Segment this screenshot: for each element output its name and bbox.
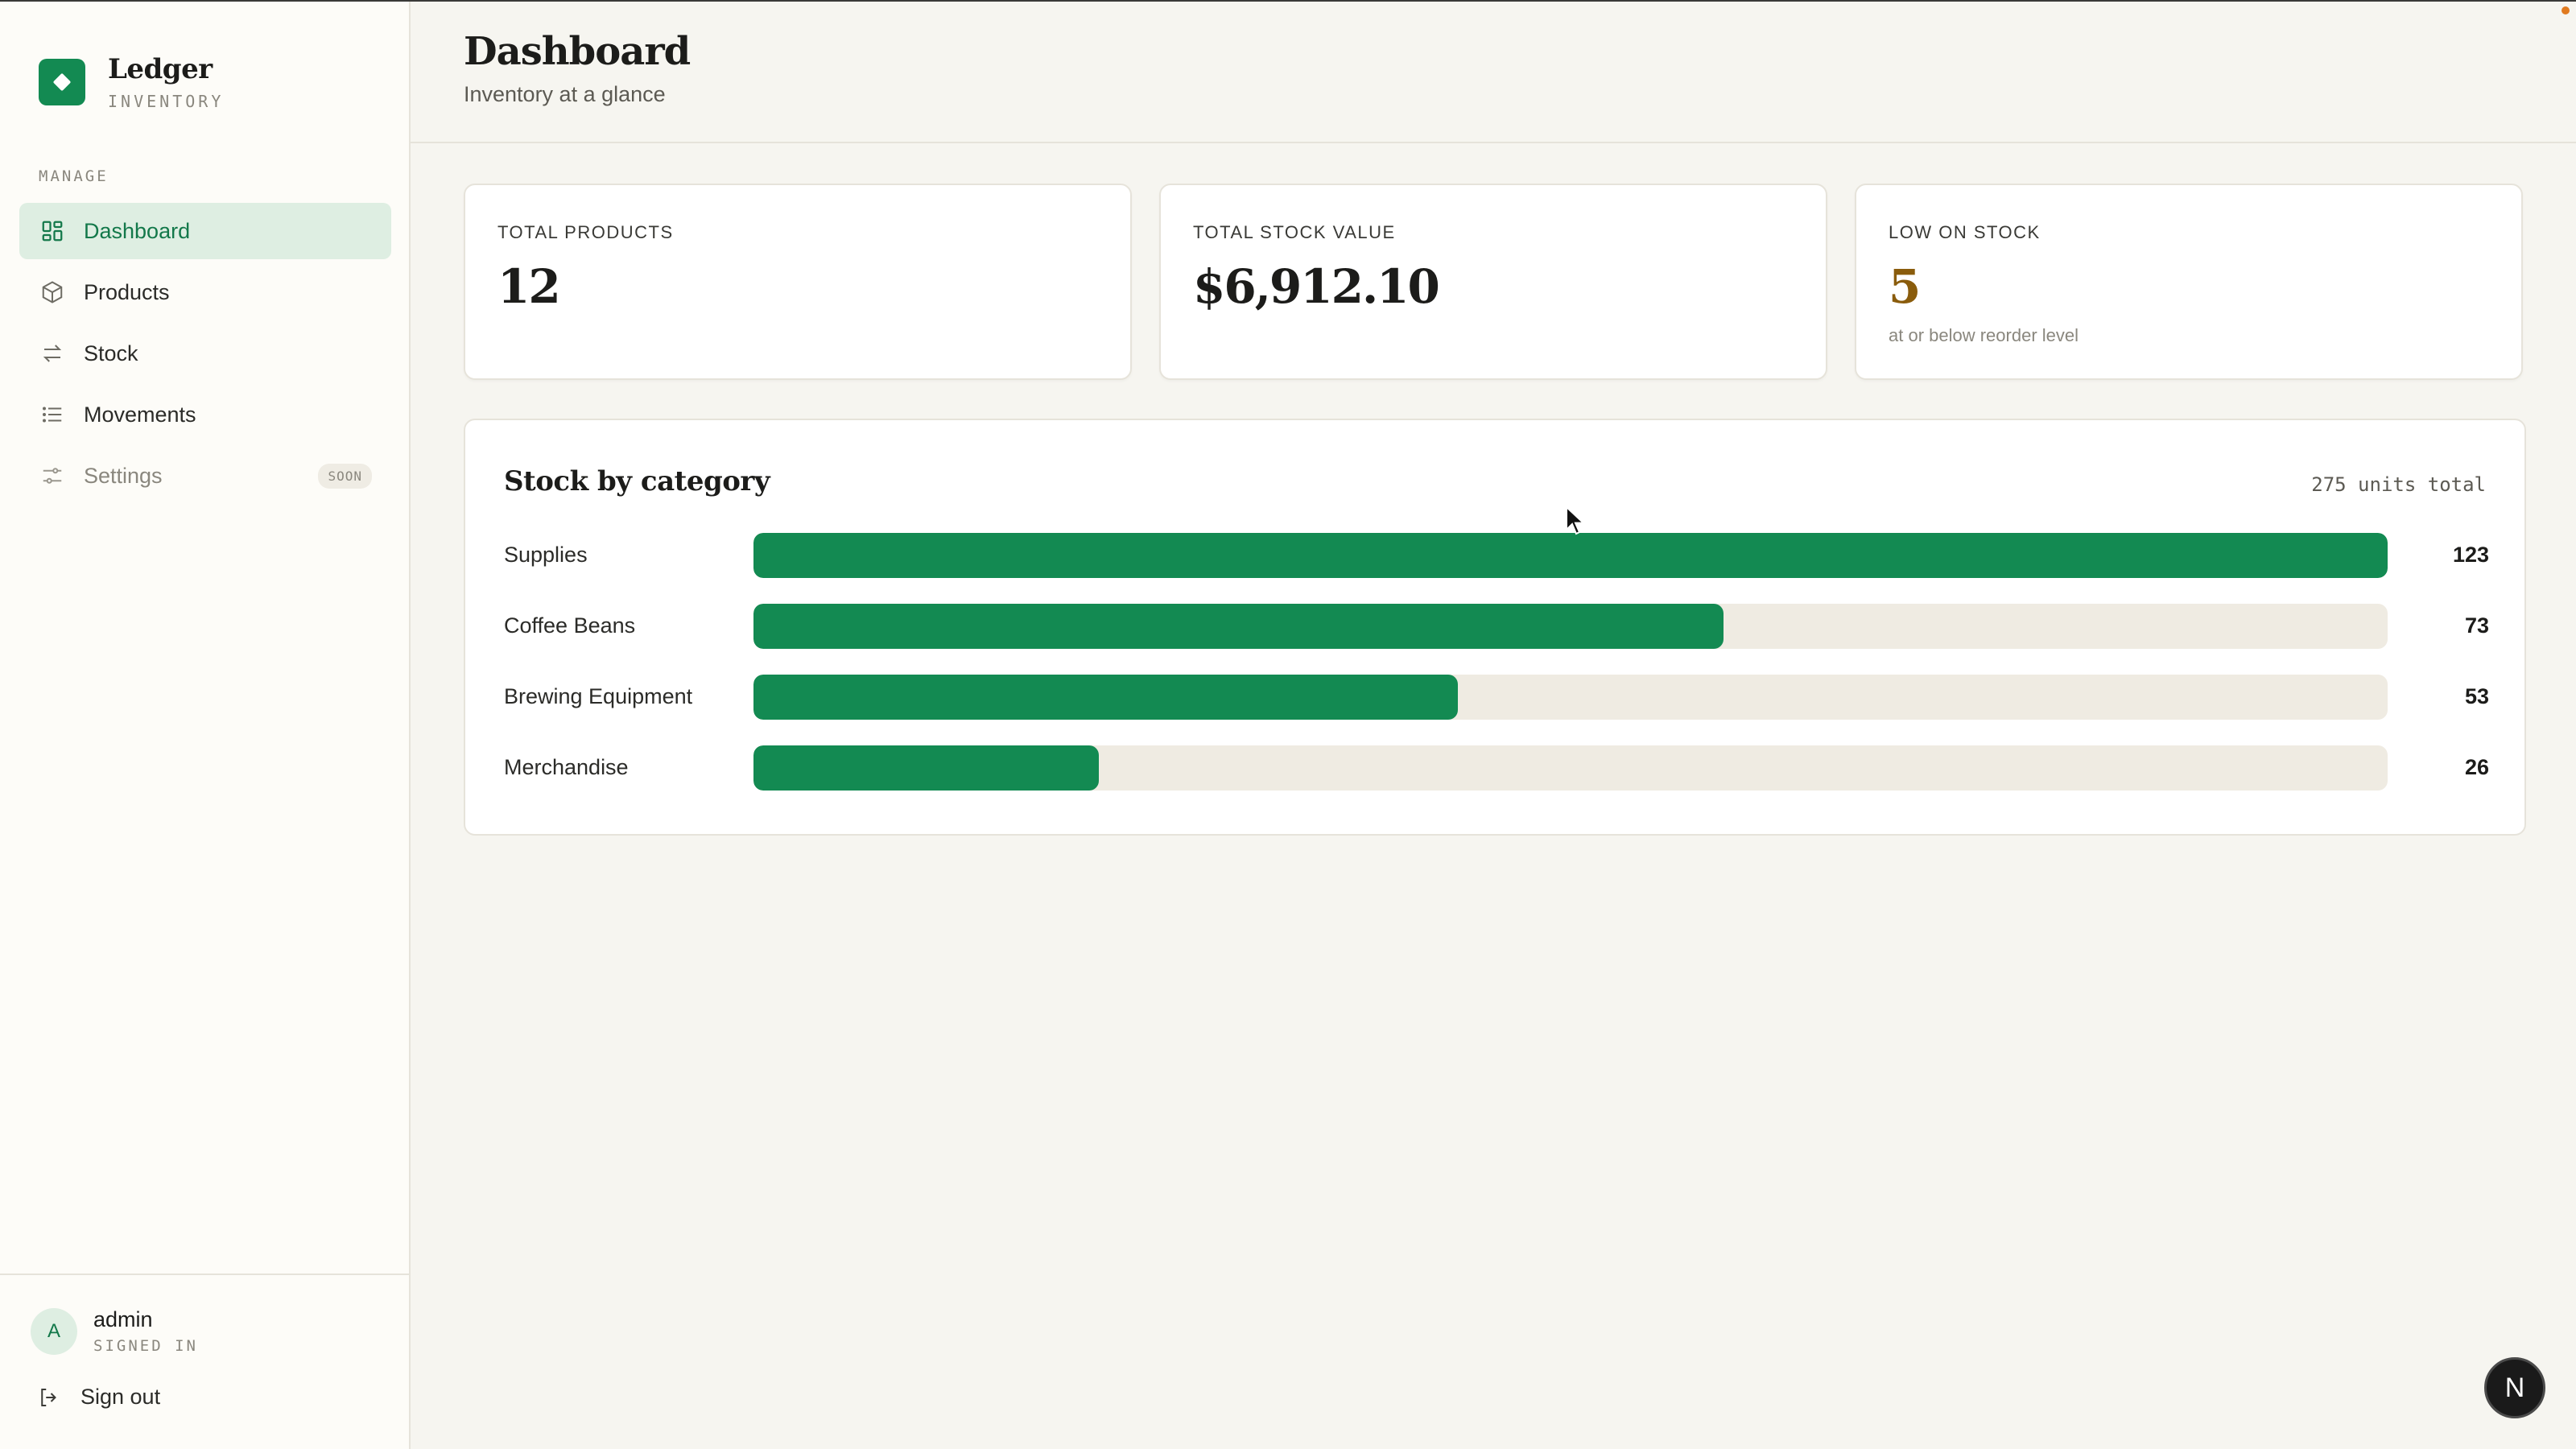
sliders-icon <box>40 464 64 488</box>
category-row: Merchandise 26 <box>504 745 2489 791</box>
card-note: at or below reorder level <box>1889 325 2079 345</box>
bar-fill <box>753 533 2388 578</box>
user-info: A admin SIGNED IN <box>31 1307 198 1355</box>
mouse-cursor-icon <box>1566 506 1586 535</box>
arrows-swap-icon <box>40 341 64 365</box>
category-label: Coffee Beans <box>504 613 636 638</box>
sidebar-item-movements[interactable]: Movements <box>19 386 391 443</box>
category-row: Supplies 123 <box>504 533 2489 578</box>
avatar: A <box>31 1307 77 1355</box>
category-value: 123 <box>2452 543 2489 567</box>
sidebar-item-label: Stock <box>84 341 138 365</box>
sidebar-item-stock[interactable]: Stock <box>19 325 391 382</box>
sidebar-footer: A admin SIGNED IN Sign out <box>0 1274 409 1409</box>
main-content: Dashboard Inventory at a glance TOTAL PR… <box>411 2 2576 1449</box>
sidebar-item-label: Settings <box>84 463 163 488</box>
bar-track <box>753 675 2388 720</box>
card-value: $6,912.10 <box>1193 259 1440 314</box>
brand-name: Ledger <box>108 53 213 85</box>
sidebar: Ledger INVENTORY MANAGE Dashboard Produc… <box>0 2 411 1449</box>
category-bars: Supplies 123 Coffee Beans 73 Brewing Equipme… <box>504 533 2489 816</box>
category-row: Brewing Equipment 53 <box>504 675 2489 720</box>
sidebar-item-settings[interactable]: Settings SOON <box>19 448 391 504</box>
card-total-products: TOTAL PRODUCTS 12 <box>464 184 1132 380</box>
sign-out-button[interactable]: Sign out <box>37 1385 160 1410</box>
card-label: TOTAL PRODUCTS <box>497 222 674 242</box>
category-value: 53 <box>2464 684 2489 708</box>
page-header: Dashboard Inventory at a glance <box>411 2 2576 143</box>
stat-cards: TOTAL PRODUCTS 12 TOTAL STOCK VALUE $6,9… <box>464 184 2523 380</box>
card-value: 12 <box>497 259 561 314</box>
page-subtitle: Inventory at a glance <box>464 82 666 106</box>
card-value: 5 <box>1889 259 1921 314</box>
sign-out-label: Sign out <box>80 1385 161 1409</box>
sidebar-nav: Dashboard Products Stock Movements Setti… <box>19 203 391 509</box>
category-label: Merchandise <box>504 755 629 779</box>
bar-fill <box>753 745 1100 791</box>
panel-title: Stock by category <box>504 465 770 497</box>
stock-by-category-panel: Stock by category 275 units total Suppli… <box>464 419 2526 836</box>
n-badge-icon[interactable]: N <box>2484 1357 2545 1418</box>
brand[interactable]: Ledger INVENTORY <box>39 53 224 111</box>
bar-track <box>753 745 2388 791</box>
notification-dot <box>2562 6 2570 14</box>
card-label: TOTAL STOCK VALUE <box>1193 222 1396 242</box>
sign-out-icon <box>37 1385 61 1410</box>
bar-track <box>753 604 2388 649</box>
card-label: LOW ON STOCK <box>1889 222 2041 242</box>
units-total: 275 units total <box>2311 473 2486 496</box>
nav-section-label: MANAGE <box>39 167 109 185</box>
sidebar-item-label: Dashboard <box>84 218 191 243</box>
user-name: admin <box>93 1307 153 1331</box>
bar-track <box>753 533 2388 578</box>
sidebar-item-dashboard[interactable]: Dashboard <box>19 203 391 259</box>
category-value: 26 <box>2464 755 2489 779</box>
page-title: Dashboard <box>464 29 691 74</box>
card-total-stock-value: TOTAL STOCK VALUE $6,912.10 <box>1159 184 1827 380</box>
top-border <box>0 0 2576 2</box>
category-label: Supplies <box>504 543 588 567</box>
list-icon <box>40 402 64 427</box>
bar-fill <box>753 675 1458 720</box>
sidebar-item-label: Movements <box>84 402 196 427</box>
soon-badge: SOON <box>318 463 372 489</box>
category-label: Brewing Equipment <box>504 684 693 708</box>
sidebar-item-label: Products <box>84 279 170 304</box>
box-icon <box>40 280 64 304</box>
grid-icon <box>40 219 64 243</box>
category-row: Coffee Beans 73 <box>504 604 2489 649</box>
bar-fill <box>753 604 1724 649</box>
category-value: 73 <box>2464 613 2489 638</box>
card-low-on-stock: LOW ON STOCK 5 at or below reorder level <box>1855 184 2523 380</box>
sidebar-item-products[interactable]: Products <box>19 264 391 320</box>
brand-subtitle: INVENTORY <box>108 92 225 111</box>
brand-logo-icon <box>39 59 85 105</box>
user-status: SIGNED IN <box>93 1337 198 1355</box>
